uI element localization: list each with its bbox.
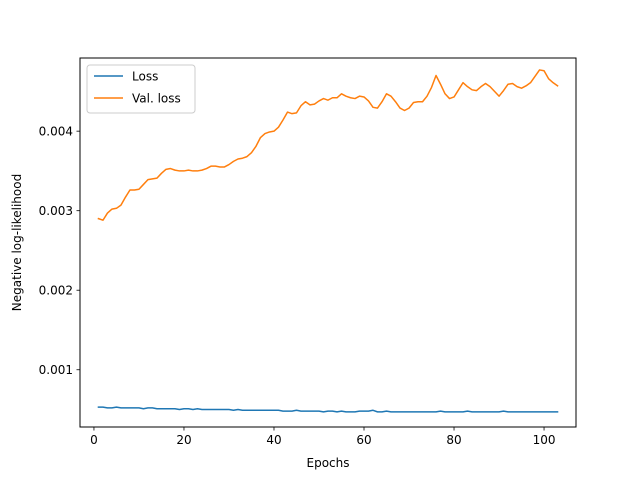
- series-layer: [97, 69, 559, 413]
- legend-frame: [86, 64, 196, 114]
- series-line-val-loss: [97, 69, 559, 221]
- x-tick-label: 80: [446, 433, 461, 447]
- x-tick-label: 100: [533, 433, 556, 447]
- x-tick-label: 20: [176, 433, 191, 447]
- y-tick-label: 0.001: [39, 363, 73, 377]
- y-tick-label: 0.003: [39, 204, 73, 218]
- legend-label-loss: Loss: [132, 70, 158, 84]
- plot-area: [80, 58, 576, 427]
- y-tick-label: 0.004: [39, 125, 73, 139]
- legend-label-val-loss: Val. loss: [132, 92, 181, 106]
- x-tick-label: 60: [356, 433, 371, 447]
- series-line-loss: [97, 406, 559, 413]
- x-tick-label: 0: [90, 433, 98, 447]
- plot-frame: [79, 57, 577, 428]
- x-axis-label: Epochs: [307, 456, 350, 470]
- y-axis-label: Negative log-likelihood: [10, 174, 24, 311]
- legend: Loss Val. loss: [86, 64, 196, 114]
- ticks-layer: 0 20 40 60 80 100 0.001 0.002 0.003 0.004: [39, 125, 556, 447]
- y-tick-label: 0.002: [39, 284, 73, 298]
- x-tick-label: 40: [266, 433, 281, 447]
